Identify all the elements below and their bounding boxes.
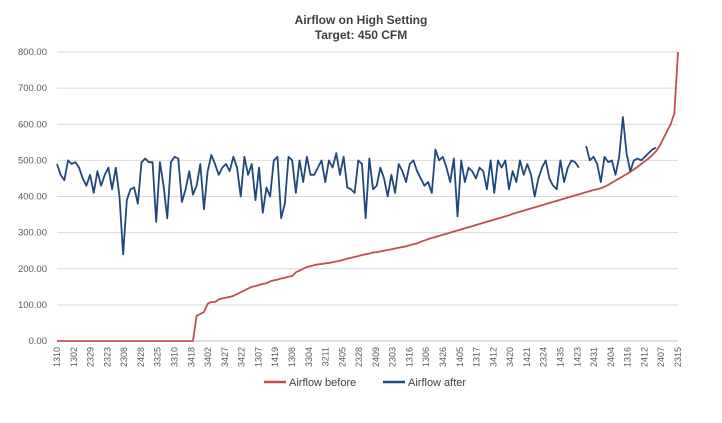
x-tick-label: 3310	[169, 347, 179, 367]
y-tick-label: 400.00	[18, 192, 47, 203]
x-tick-label: 1435	[556, 347, 566, 367]
x-tick-label: 1421	[522, 347, 532, 367]
x-tick-label: 1310	[52, 347, 62, 367]
x-tick-label: 1419	[270, 347, 280, 367]
series-line-airflow-before	[57, 51, 679, 342]
x-tick-label: 2324	[539, 347, 549, 367]
y-tick-label: 500.00	[18, 155, 47, 166]
x-tick-label: 1302	[69, 347, 79, 367]
x-tick-label: 3412	[488, 347, 498, 367]
x-tick-label: 1307	[253, 347, 263, 367]
x-tick-label: 2308	[119, 347, 129, 367]
y-tick-label: 300.00	[18, 228, 47, 239]
y-tick-label: 100.00	[18, 300, 47, 311]
y-axis: 0.00 100.00 200.00 300.00 400.00 500.00 600.00…	[18, 47, 47, 347]
y-tick-label: 700.00	[18, 83, 47, 94]
x-tick-label: 3211	[321, 347, 331, 366]
x-tick-label: 2407	[656, 347, 666, 367]
x-tick-label: 1316	[623, 347, 633, 367]
y-tick-label: 800.00	[18, 47, 47, 58]
x-tick-label: 3418	[186, 347, 196, 367]
x-tick-label: 2409	[371, 347, 381, 367]
x-tick-label: 2431	[589, 347, 599, 367]
x-tick-label: 3402	[203, 347, 213, 367]
x-tick-label: 1316	[404, 347, 414, 367]
x-tick-label: 3325	[153, 347, 163, 367]
y-tick-label: 600.00	[18, 119, 47, 130]
series-line-airflow-after	[56, 116, 657, 256]
x-tick-label: 3420	[505, 347, 515, 367]
x-tick-label: 2329	[86, 347, 96, 367]
x-tick-label: 2405	[337, 347, 347, 367]
x-tick-label: 2412	[639, 347, 649, 367]
x-tick-label: 1308	[287, 347, 297, 367]
x-tick-label: 3422	[237, 347, 247, 367]
x-tick-label: 1423	[572, 347, 582, 367]
chart-title: Airflow on High Setting	[295, 13, 428, 27]
x-tick-label: 2428	[136, 347, 146, 367]
x-tick-label: 2323	[102, 347, 112, 367]
y-tick-label: 200.00	[18, 264, 47, 275]
x-tick-label: 2315	[673, 347, 683, 367]
series-lines	[56, 51, 679, 342]
legend-label: Airflow before	[289, 377, 356, 389]
x-tick-label: 2404	[606, 347, 616, 367]
legend: Airflow before Airflow after	[264, 377, 466, 389]
x-tick-label: 3304	[304, 347, 314, 367]
x-tick-label: 1317	[472, 347, 482, 367]
chart-subtitle: Target: 450 CFM	[315, 28, 407, 42]
x-tick-label: 2303	[388, 347, 398, 367]
legend-label: Airflow after	[408, 377, 466, 389]
x-tick-label: 3426	[438, 347, 448, 367]
x-tick-label: 1405	[455, 347, 465, 367]
x-tick-label: 2328	[354, 347, 364, 367]
x-tick-label: 3427	[220, 347, 230, 367]
x-axis: 1310 1302 2329 2323 2308 2428 3325 3310 3418 3402…	[52, 340, 683, 367]
y-tick-label: 0.00	[29, 336, 48, 347]
x-tick-label: 1306	[421, 347, 431, 367]
